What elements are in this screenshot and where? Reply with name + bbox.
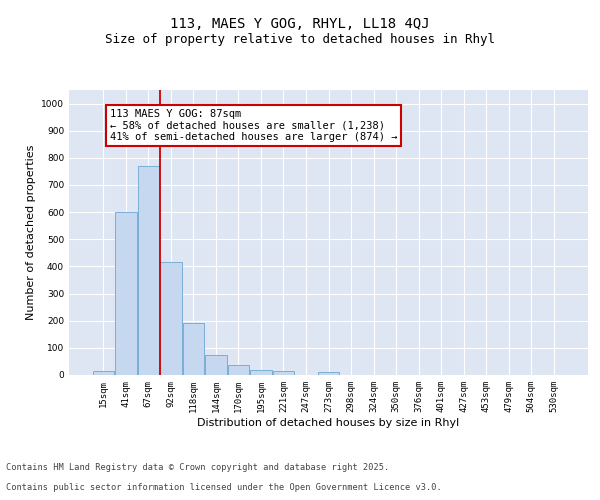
Bar xyxy=(115,212,137,375)
Bar xyxy=(250,370,272,375)
Text: 113, MAES Y GOG, RHYL, LL18 4QJ: 113, MAES Y GOG, RHYL, LL18 4QJ xyxy=(170,18,430,32)
Bar xyxy=(137,166,159,375)
Bar xyxy=(92,372,114,375)
Text: 113 MAES Y GOG: 87sqm
← 58% of detached houses are smaller (1,238)
41% of semi-d: 113 MAES Y GOG: 87sqm ← 58% of detached … xyxy=(110,109,398,142)
Bar xyxy=(160,262,182,375)
Bar xyxy=(318,372,339,375)
Bar xyxy=(228,364,249,375)
Bar xyxy=(273,371,294,375)
Y-axis label: Number of detached properties: Number of detached properties xyxy=(26,145,35,320)
Text: Size of property relative to detached houses in Rhyl: Size of property relative to detached ho… xyxy=(105,32,495,46)
Bar xyxy=(205,354,227,375)
Text: Contains HM Land Registry data © Crown copyright and database right 2025.: Contains HM Land Registry data © Crown c… xyxy=(6,464,389,472)
X-axis label: Distribution of detached houses by size in Rhyl: Distribution of detached houses by size … xyxy=(197,418,460,428)
Bar xyxy=(182,324,204,375)
Text: Contains public sector information licensed under the Open Government Licence v3: Contains public sector information licen… xyxy=(6,484,442,492)
